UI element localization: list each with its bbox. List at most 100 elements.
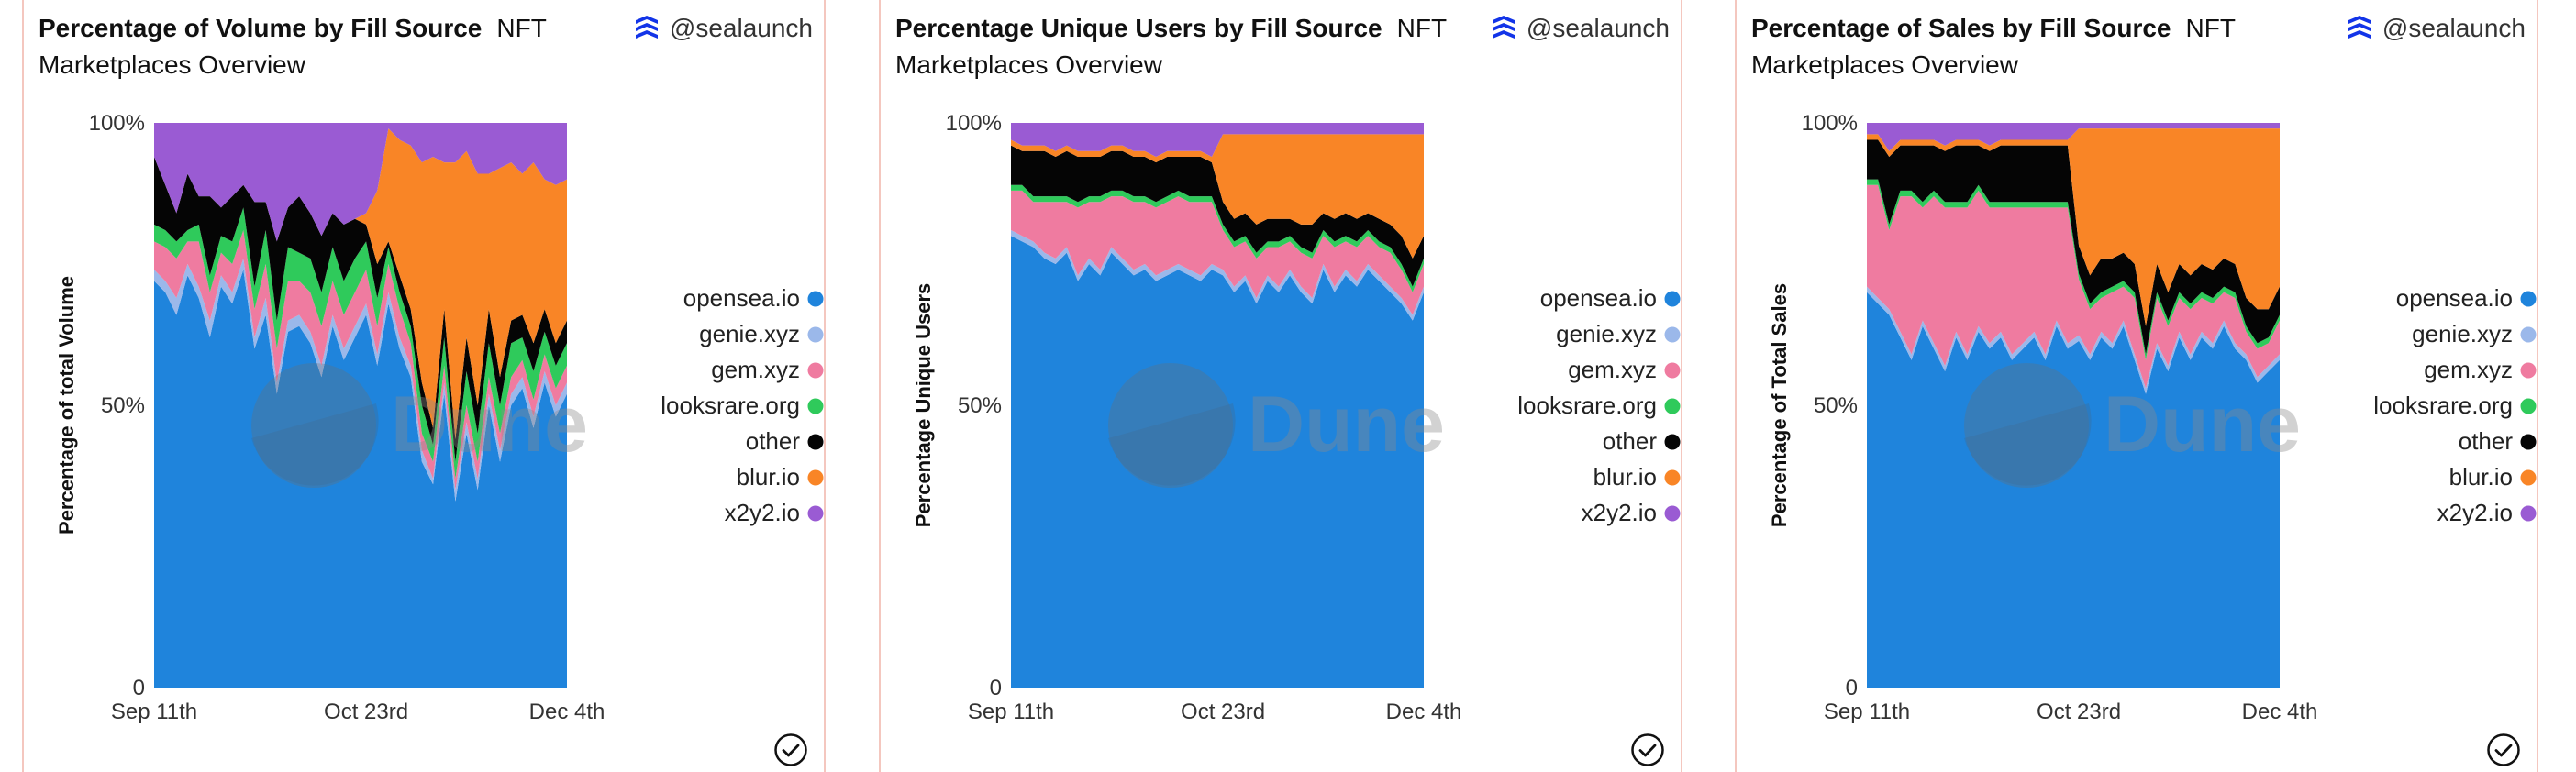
legend-item-looksrare-org[interactable]: looksrare.org [2373, 392, 2537, 419]
x-tick-label: Sep 11th [1824, 700, 1910, 724]
chart-subtitle-part1: NFT [496, 14, 547, 42]
y-axis-label: Percentage of Total Sales [1768, 283, 1791, 527]
x-tick-label: Dec 4th [529, 700, 605, 724]
legend-label: x2y2.io [725, 499, 800, 526]
area-series-looksrare-org [154, 207, 567, 480]
check-circle-icon[interactable] [772, 732, 809, 768]
chart-panel-unique-users: Percentage Unique Users by Fill Source NF… [879, 0, 1682, 772]
dune-wordmark: Dune [1248, 380, 1445, 469]
y-tick-label: 50% [958, 393, 1002, 418]
legend-item-blur-io[interactable]: blur.io [737, 463, 824, 491]
area-chart: 0 50% 100% Sep 11th Oct 23rd Dec 4th Percentag… [1768, 111, 2537, 724]
area-series-blur-io [154, 128, 567, 439]
legend-swatch [2520, 362, 2537, 379]
y-tick-label: 0 [1846, 676, 1858, 700]
area-series-genie-xyz [154, 258, 567, 502]
legend-swatch [1664, 505, 1681, 522]
legend-item-x2y2-io[interactable]: x2y2.io [725, 499, 824, 526]
author-text: @sealaunch [1526, 14, 1670, 42]
area-series-x2y2-io [1867, 123, 2280, 151]
check-circle-icon[interactable] [2485, 732, 2522, 768]
legend-label: blur.io [1593, 463, 1657, 491]
legend-swatch [807, 398, 824, 414]
legend-swatch [807, 434, 824, 450]
legend-item-genie-xyz[interactable]: genie.xyz [699, 320, 824, 347]
legend-item-x2y2-io[interactable]: x2y2.io [2437, 499, 2537, 526]
legend-item-looksrare-org[interactable]: looksrare.org [661, 392, 824, 419]
author-handle[interactable]: @sealaunch [2346, 13, 2526, 44]
legend-item-blur-io[interactable]: blur.io [2449, 463, 2537, 491]
chart-title: Percentage Unique Users by Fill Source [895, 14, 1382, 42]
y-axis-label: Percentage of total Volume [55, 276, 78, 535]
legend-swatch [1664, 326, 1681, 343]
dune-wordmark: Dune [2104, 380, 2301, 469]
area-series-gem-xyz [1011, 190, 1424, 315]
area-series-other [1867, 139, 2280, 355]
area-series-opensea-io [154, 270, 567, 688]
legend-label: genie.xyz [2412, 320, 2513, 347]
legend-swatch [1664, 469, 1681, 486]
legend-label: gem.xyz [2424, 356, 2513, 383]
legend-swatch [2520, 505, 2537, 522]
legend-swatch [807, 362, 824, 379]
legend-label: genie.xyz [1556, 320, 1657, 347]
sealaunch-logo-icon [2348, 16, 2371, 39]
author-handle[interactable]: @sealaunch [1490, 13, 1670, 44]
dune-watermark: Dune [1108, 363, 1445, 488]
legend-swatch [807, 291, 824, 307]
area-series-looksrare-org [1011, 184, 1424, 292]
dune-wordmark: Dune [391, 380, 588, 469]
y-tick-label: 100% [946, 111, 1002, 136]
legend-label: genie.xyz [699, 320, 800, 347]
chart-panel-sales: Percentage of Sales by Fill Source NFT Ma… [1735, 0, 2538, 772]
legend-swatch [2520, 434, 2537, 450]
y-tick-label: 100% [1802, 111, 1858, 136]
dune-watermark: Dune [251, 363, 588, 488]
chart-panel-volume: Percentage of Volume by Fill Source NFT M… [22, 0, 826, 772]
dune-watermark: Dune [1964, 363, 2301, 488]
legend-swatch [1664, 291, 1681, 307]
legend-item-blur-io[interactable]: blur.io [1593, 463, 1681, 491]
x-tick-label: Sep 11th [968, 700, 1054, 724]
legend-label: blur.io [2449, 463, 2513, 491]
legend-label: opensea.io [2396, 284, 2513, 312]
legend-item-x2y2-io[interactable]: x2y2.io [1582, 499, 1681, 526]
author-handle[interactable]: @sealaunch [633, 13, 813, 44]
legend-item-looksrare-org[interactable]: looksrare.org [1517, 392, 1681, 419]
legend-label: looksrare.org [1517, 392, 1657, 419]
legend-item-genie-xyz[interactable]: genie.xyz [1556, 320, 1681, 347]
legend-item-other[interactable]: other [2459, 427, 2537, 455]
area-series-blur-io [1011, 134, 1424, 259]
x-tick-label: Dec 4th [1386, 700, 1462, 724]
legend-swatch [807, 469, 824, 486]
legend-swatch [807, 326, 824, 343]
legend-label: other [1603, 427, 1658, 455]
legend-item-gem-xyz[interactable]: gem.xyz [1568, 356, 1681, 383]
chart-subtitle-part2: Marketplaces Overview [1751, 50, 2018, 79]
area-series-gem-xyz [154, 230, 567, 491]
area-series-x2y2-io [1011, 123, 1424, 157]
legend-swatch [2520, 469, 2537, 486]
check-circle-icon[interactable] [1629, 732, 1666, 768]
legend-item-opensea-io[interactable]: opensea.io [2396, 284, 2537, 312]
legend-item-opensea-io[interactable]: opensea.io [683, 284, 824, 312]
sealaunch-logo-icon [1492, 16, 1515, 39]
x-tick-label: Dec 4th [2242, 700, 2318, 724]
legend-item-gem-xyz[interactable]: gem.xyz [2424, 356, 2537, 383]
area-series-gem-xyz [1867, 184, 2280, 389]
chart-title: Percentage of Sales by Fill Source [1751, 14, 2171, 42]
legend-item-gem-xyz[interactable]: gem.xyz [711, 356, 824, 383]
legend-swatch [2520, 291, 2537, 307]
legend-item-other[interactable]: other [1603, 427, 1681, 455]
area-chart: 0 50% 100% Sep 11th Oct 23rd Dec 4th Percentag… [912, 111, 1681, 724]
legend-item-genie-xyz[interactable]: genie.xyz [2412, 320, 2537, 347]
legend-item-opensea-io[interactable]: opensea.io [1540, 284, 1681, 312]
legend-item-other[interactable]: other [746, 427, 824, 455]
legend-label: x2y2.io [2437, 499, 2513, 526]
legend-swatch [2520, 398, 2537, 414]
legend-swatch [1664, 434, 1681, 450]
legend-label: x2y2.io [1582, 499, 1657, 526]
chart-subtitle-part1: NFT [2185, 14, 2236, 42]
legend-swatch [1664, 398, 1681, 414]
area-series-genie-xyz [1011, 230, 1424, 321]
